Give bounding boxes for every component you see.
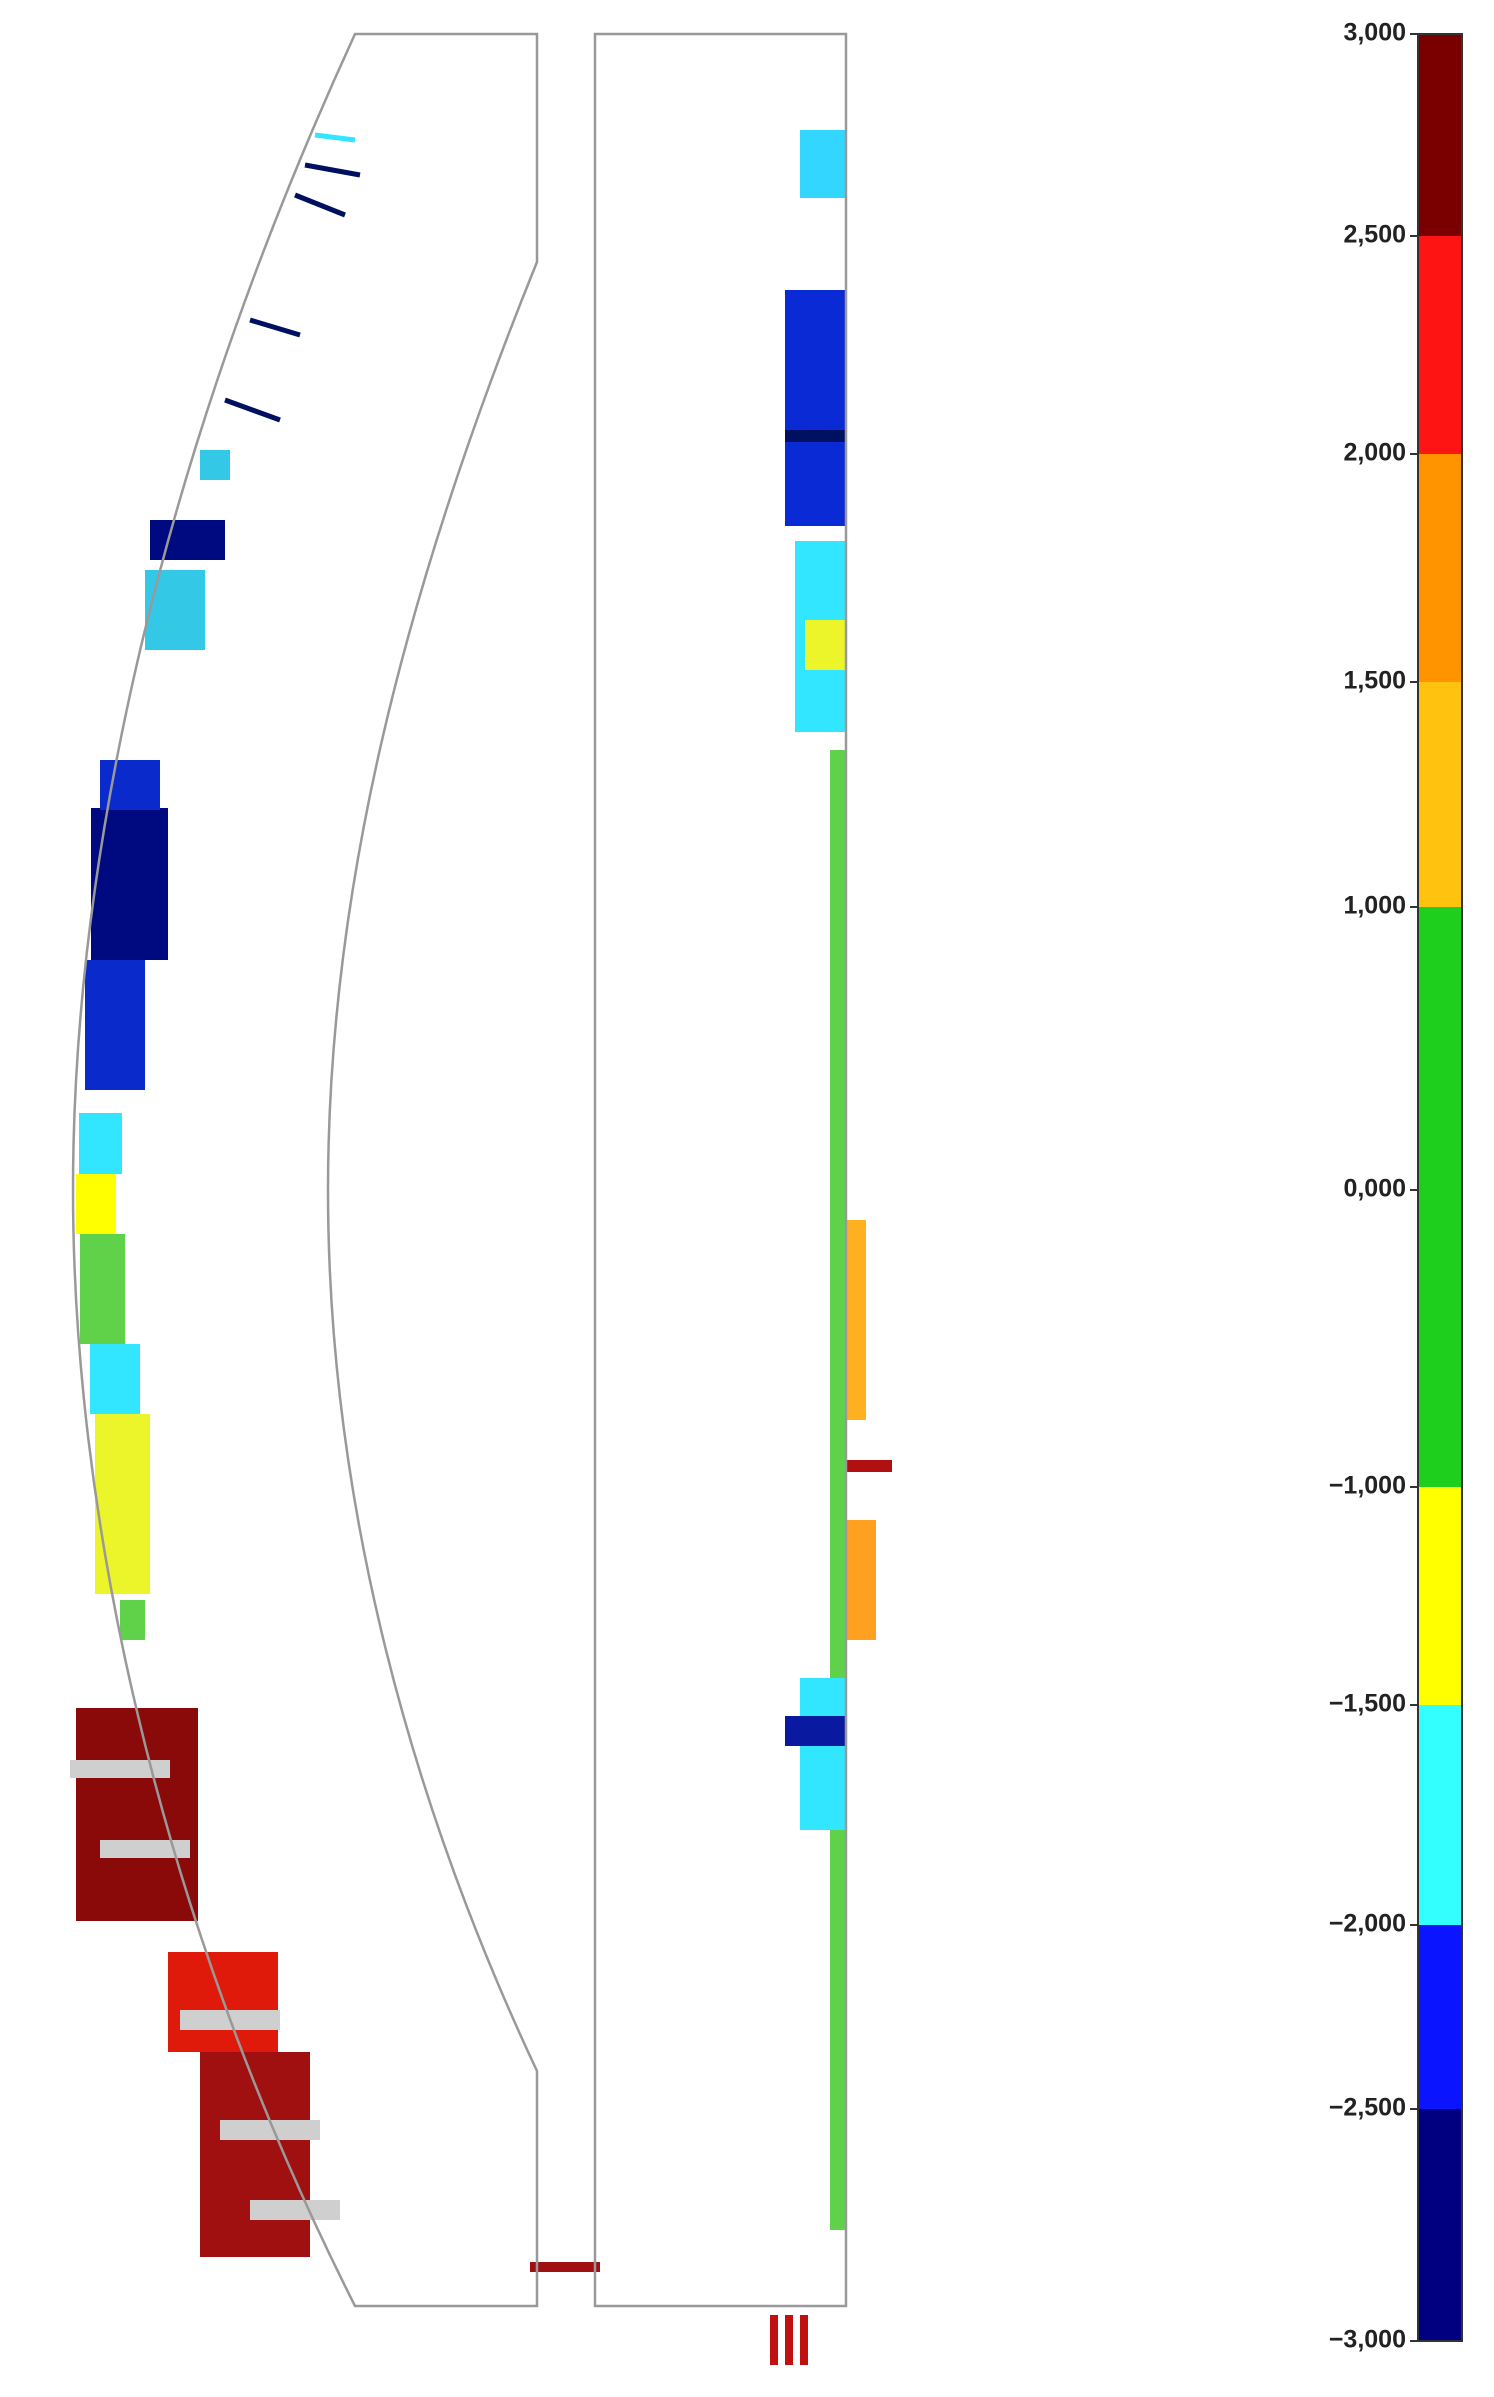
stress-band	[250, 2200, 340, 2220]
stress-band	[100, 1840, 190, 1858]
stress-band	[79, 1113, 122, 1174]
stress-band	[220, 2120, 320, 2140]
stress-band	[800, 130, 846, 198]
stress-band	[85, 960, 145, 1090]
color-band	[1418, 1925, 1462, 2109]
stress-band	[314, 132, 356, 143]
stress-band	[800, 1678, 846, 1830]
stress-band	[200, 450, 230, 480]
tick-label: 2,000	[1343, 439, 1406, 467]
stress-band	[830, 750, 846, 2230]
color-band	[1418, 2109, 1462, 2341]
colorbar: 3,000 2,500 2,000 1,500 1,000 0,000 −1,000 −1,5…	[1329, 19, 1463, 2354]
tick-label: −2,000	[1329, 1910, 1406, 1938]
stress-band	[785, 2315, 793, 2365]
stress-band	[846, 1460, 892, 1472]
right-profile	[530, 130, 892, 2365]
tick-label: 2,500	[1343, 221, 1406, 249]
stress-band	[805, 620, 846, 670]
left-profile	[70, 132, 361, 2257]
stress-band	[785, 1716, 846, 1746]
stress-band	[294, 192, 346, 218]
stress-band	[846, 1220, 866, 1420]
stress-band	[785, 430, 846, 442]
color-band	[1418, 454, 1462, 682]
left-outline	[71, 32, 539, 2308]
right-outline	[593, 32, 848, 2308]
stress-band	[785, 290, 846, 526]
stress-band	[145, 570, 205, 650]
color-band	[1418, 236, 1462, 454]
color-band	[1418, 907, 1462, 1190]
tick-label: −2,500	[1329, 2094, 1406, 2122]
stress-band	[150, 520, 225, 560]
stress-band	[846, 1520, 876, 1640]
stress-band	[91, 808, 168, 960]
stress-band	[800, 2315, 808, 2365]
stress-band	[530, 2262, 600, 2272]
tick-label: 0,000	[1343, 1175, 1406, 1203]
tick-label: −3,000	[1329, 2326, 1406, 2354]
color-band	[1418, 1190, 1462, 1487]
stress-band	[90, 1344, 140, 1414]
tick-label: −1,500	[1329, 1690, 1406, 1718]
tick-label: −1,000	[1329, 1472, 1406, 1500]
color-band	[1418, 34, 1462, 236]
tick-label: 3,000	[1343, 19, 1406, 47]
color-band	[1418, 1487, 1462, 1705]
stress-band	[76, 1174, 116, 1234]
stress-band	[770, 2315, 778, 2365]
stress-band	[304, 162, 361, 178]
stress-band	[120, 1600, 145, 1640]
stress-band	[224, 397, 281, 423]
color-band	[1418, 682, 1462, 907]
stress-band	[95, 1414, 150, 1594]
color-band	[1418, 1705, 1462, 1925]
colorbar-frame	[1417, 33, 1463, 2342]
tick-label: 1,000	[1343, 892, 1406, 920]
stress-band	[76, 1708, 198, 1921]
tick-label: 1,500	[1343, 667, 1406, 695]
stress-band	[70, 1760, 170, 1778]
stress-band	[80, 1234, 125, 1344]
stress-band	[249, 317, 301, 338]
